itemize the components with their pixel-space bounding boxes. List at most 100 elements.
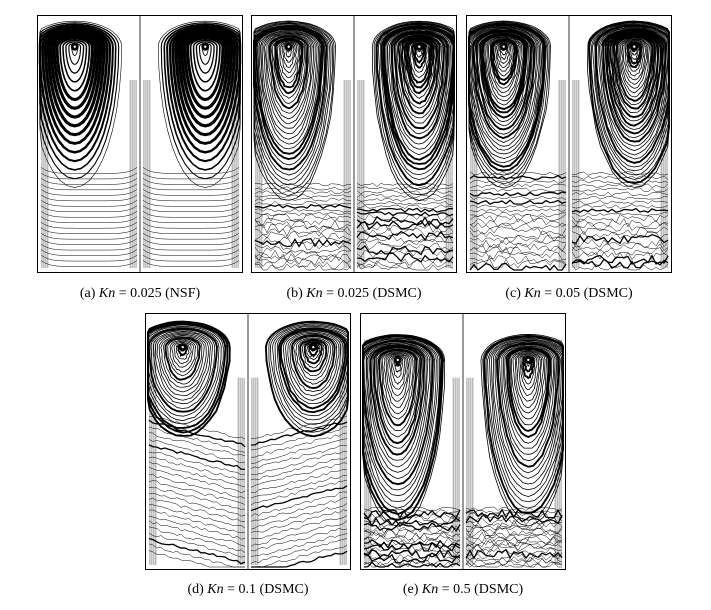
streamline: [356, 204, 454, 209]
streamline: [363, 509, 461, 514]
streamline: [465, 526, 563, 536]
streamline: [356, 252, 454, 263]
vortex-loop: [400, 36, 439, 109]
vortex-loop: [625, 41, 643, 72]
vortex-loop: [618, 38, 650, 94]
streamlines-a: [38, 16, 242, 272]
streamline: [250, 528, 348, 552]
streamline: [469, 242, 567, 253]
vortex-loop: [299, 339, 328, 373]
streamline: [250, 456, 348, 481]
streamline: [40, 172, 138, 180]
vortex-loop: [501, 344, 556, 455]
vortex-loop: [183, 33, 228, 110]
streamline: [250, 438, 348, 464]
streamline: [148, 497, 246, 522]
streamline: [250, 503, 348, 530]
vortex-loop: [260, 30, 318, 140]
streamline-plot-d: [147, 314, 349, 569]
vortex-loop: [46, 30, 103, 128]
streamline: [356, 249, 454, 259]
streamline: [571, 175, 669, 180]
streamline: [469, 179, 567, 184]
vortex-loop: [287, 332, 340, 397]
streamline: [250, 538, 348, 564]
streamline: [465, 531, 563, 542]
vortex-loop: [49, 32, 100, 119]
streamline: [571, 263, 669, 271]
vortex-core-dot: [396, 358, 399, 362]
streamline: [465, 554, 563, 564]
streamline: [40, 216, 138, 223]
streamline: [254, 253, 352, 263]
vortex-loop: [375, 22, 455, 191]
vortex-loop: [396, 34, 442, 119]
streamline: [356, 213, 454, 222]
streamline: [356, 197, 454, 202]
streamline: [142, 200, 240, 207]
streamline: [250, 475, 348, 499]
streamline: [250, 479, 348, 506]
streamline: [356, 186, 454, 191]
streamline: [142, 254, 240, 262]
vortex-loop: [606, 31, 662, 127]
streamline: [148, 419, 246, 448]
vortex-core-dot: [418, 45, 421, 48]
streamline: [142, 189, 240, 196]
vortex-loop: [591, 23, 670, 176]
streamline: [469, 262, 567, 271]
streamline: [254, 220, 352, 230]
streamline: [356, 245, 454, 256]
vortex-loop: [270, 323, 349, 429]
vortex-loop: [373, 21, 455, 196]
streamline: [571, 179, 669, 184]
streamline: [469, 239, 567, 248]
vortex-loop: [192, 39, 218, 83]
streamline: [40, 194, 138, 202]
streamline: [465, 534, 563, 544]
streamline: [148, 532, 246, 558]
streamline: [465, 561, 563, 568]
vortex-loop: [65, 41, 85, 74]
streamline: [40, 167, 138, 174]
vortex-loop: [489, 338, 564, 497]
vortex-loop: [168, 26, 242, 154]
streamline: [465, 529, 563, 539]
vortex-loop: [378, 348, 418, 427]
caption-e-label: (e): [402, 582, 419, 597]
vortex-loop: [277, 327, 349, 414]
vortex-loop: [405, 38, 433, 89]
streamline: [469, 246, 567, 257]
streamline: [250, 444, 348, 469]
vortex-loop: [158, 334, 207, 393]
streamline: [571, 207, 669, 213]
streamline: [571, 195, 669, 201]
streamline: [254, 197, 352, 202]
vortex-loop: [496, 342, 560, 468]
vortex-loop: [498, 344, 558, 461]
vortex-loop: [489, 38, 519, 89]
streamline: [363, 547, 461, 557]
streamline: [465, 539, 563, 549]
streamline: [148, 473, 246, 499]
vortex-loop: [152, 330, 213, 405]
streamline: [142, 205, 240, 213]
streamline: [148, 456, 246, 481]
vortex-loop: [471, 29, 536, 143]
streamline: [148, 466, 246, 493]
streamlines-d: [147, 314, 349, 569]
vortex-loop: [306, 343, 321, 361]
streamline: [40, 178, 138, 185]
vortex-loop: [289, 334, 338, 392]
streamline: [148, 439, 246, 464]
streamline: [254, 190, 352, 195]
streamline: [40, 189, 138, 196]
vortex-loop: [589, 22, 670, 180]
streamline: [363, 559, 461, 568]
streamline: [148, 452, 246, 476]
vortex-loop: [147, 327, 219, 413]
vortex-loop: [268, 35, 310, 114]
vortex-loop: [301, 340, 325, 369]
vortex-loop: [39, 20, 122, 188]
streamline: [250, 415, 348, 439]
